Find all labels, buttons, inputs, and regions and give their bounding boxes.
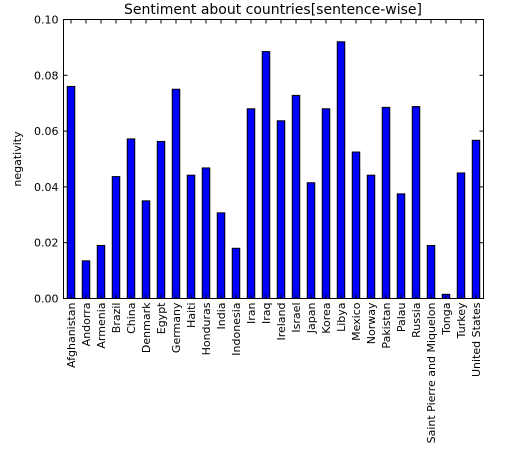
bar <box>246 108 256 299</box>
x-tick-label: Iran <box>245 302 258 324</box>
x-tick-label: Israel <box>290 303 303 333</box>
bar <box>231 247 241 299</box>
x-tick-label: Ireland <box>275 303 288 341</box>
bar <box>291 94 301 299</box>
x-tick-label: Pakistan <box>380 302 393 348</box>
chart-title: Sentiment about countries[sentence-wise] <box>124 2 422 18</box>
x-tick-label: Mexico <box>350 302 363 341</box>
y-tick-label: 0.00 <box>34 293 59 306</box>
x-tick-label: China <box>125 303 138 334</box>
bar <box>156 140 166 299</box>
bar <box>126 138 136 299</box>
y-tick-label: 0.02 <box>34 237 59 250</box>
bar <box>81 260 91 299</box>
x-tick-label: Tonga <box>440 303 453 336</box>
y-tick-label: 0.06 <box>34 125 59 138</box>
bar <box>96 244 106 300</box>
bars <box>66 41 481 300</box>
x-tick-label: United States <box>470 302 483 377</box>
bar <box>141 200 151 300</box>
x-tick-label: Saint Pierre and Miquelon <box>425 302 438 443</box>
bar <box>456 172 466 299</box>
y-axis-label: negativity <box>11 131 24 187</box>
x-tick-label: Armenia <box>95 303 108 349</box>
x-tick-label: Turkey <box>455 302 468 339</box>
x-tick-label: India <box>215 303 228 330</box>
bar <box>201 167 211 299</box>
bar <box>66 85 76 299</box>
bar <box>426 244 436 300</box>
bar <box>171 88 181 299</box>
bar <box>366 174 376 299</box>
x-tick-label: Honduras <box>200 302 213 355</box>
x-tick-label: Japan <box>305 302 318 334</box>
bar <box>111 176 121 299</box>
axis-ticks <box>63 19 484 299</box>
bar <box>186 174 196 299</box>
bar <box>216 212 226 300</box>
x-tick-label: Afghanistan <box>65 302 78 368</box>
x-tick-label: Egypt <box>155 302 168 334</box>
x-tick-label: Libya <box>335 303 348 332</box>
x-tick-label: Korea <box>320 303 333 334</box>
y-tick-label: 0.08 <box>34 69 59 82</box>
x-tick-label: Denmark <box>140 302 153 353</box>
x-tick-label: Palau <box>395 303 408 333</box>
bar <box>306 182 316 299</box>
bar <box>411 106 421 299</box>
x-tick-labels: Afghanistan Andorra Armenia Brazil China Denm… <box>65 302 483 444</box>
bar <box>351 151 361 299</box>
y-tick-label: 0.10 <box>34 14 59 27</box>
x-tick-label: Haiti <box>185 303 198 328</box>
bar <box>396 193 406 300</box>
bar <box>381 106 391 299</box>
bar <box>276 120 286 299</box>
x-tick-label: Indonesia <box>230 303 243 356</box>
bar <box>336 41 346 299</box>
y-tick-labels: 0.00 0.02 0.04 0.06 0.08 0.10 <box>34 14 59 306</box>
plot-frame <box>63 19 484 299</box>
x-tick-label: Germany <box>170 302 183 353</box>
x-tick-label: Norway <box>365 302 378 344</box>
bar <box>261 51 271 300</box>
bar <box>471 139 481 299</box>
x-tick-label: Russia <box>410 303 423 338</box>
bar <box>321 108 331 299</box>
x-tick-label: Brazil <box>110 303 123 334</box>
x-tick-label: Iraq <box>260 303 273 325</box>
x-tick-label: Andorra <box>80 303 93 347</box>
y-tick-label: 0.04 <box>34 181 59 194</box>
